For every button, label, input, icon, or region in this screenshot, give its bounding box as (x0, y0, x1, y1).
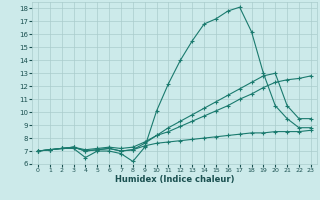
X-axis label: Humidex (Indice chaleur): Humidex (Indice chaleur) (115, 175, 234, 184)
